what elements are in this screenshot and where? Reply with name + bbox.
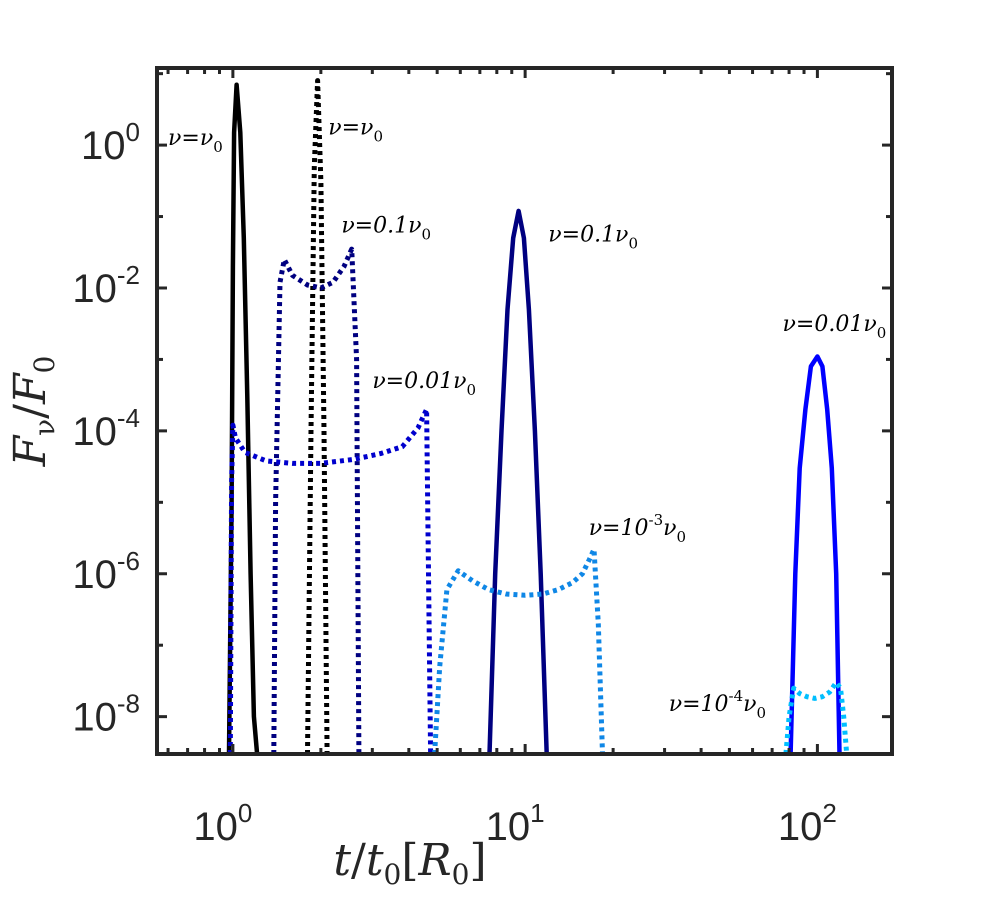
x-tick-label-base: 10 bbox=[778, 805, 823, 849]
x-tick-label-base: 10 bbox=[193, 805, 238, 849]
series-line-5 bbox=[432, 546, 605, 754]
x-tick-label: 100 bbox=[193, 798, 252, 849]
y-tick-label: 10-6 bbox=[72, 546, 140, 597]
annotation-text: ν=ν bbox=[168, 126, 213, 151]
x-axis-label-t: t bbox=[333, 835, 351, 886]
y-tick-label-exp: -6 bbox=[117, 546, 140, 576]
y-tick-label-base: 10 bbox=[72, 553, 117, 597]
annotation-text: ν=0.01ν bbox=[783, 312, 877, 337]
annotation-subscript: 0 bbox=[213, 138, 223, 156]
annotation-subscript: 0 bbox=[877, 324, 887, 342]
annotation-text: ν=0.1ν bbox=[341, 213, 421, 238]
annotation-nu01-solid: ν=0.1ν0 bbox=[548, 222, 638, 252]
annotation-exponent: -3 bbox=[649, 511, 664, 529]
y-tick-label: 10-2 bbox=[72, 260, 140, 311]
y-tick-label-base: 10 bbox=[72, 410, 117, 454]
y-tick-label-exp: 0 bbox=[126, 117, 140, 147]
x-axis-label-r0-sub: 0 bbox=[452, 858, 470, 891]
series-line-4 bbox=[487, 208, 549, 754]
annotation-text: ν=ν bbox=[328, 116, 373, 141]
x-axis-label-open: [ bbox=[401, 835, 418, 886]
y-axis-label-f0: F bbox=[5, 372, 56, 405]
x-tick-label-exp: 2 bbox=[822, 798, 836, 828]
x-tick-label-exp: 0 bbox=[238, 798, 252, 828]
y-tick-label: 10-8 bbox=[72, 689, 140, 740]
x-axis-label-t0-sub: 0 bbox=[384, 858, 402, 891]
annotation-exponent: -4 bbox=[729, 687, 744, 705]
y-axis-label-f-sub: ν bbox=[28, 419, 61, 436]
annotation-text: ν=10 bbox=[589, 516, 649, 541]
annotation-nu0-dotted: ν=ν0 bbox=[328, 116, 383, 146]
x-axis-label: t/t0[R0] bbox=[333, 835, 486, 891]
x-axis-label-r0: R bbox=[418, 835, 452, 886]
annotation-text: ν=0.01ν bbox=[372, 369, 466, 394]
x-tick-label-base: 10 bbox=[486, 805, 531, 849]
y-tick-label: 10-4 bbox=[72, 403, 140, 454]
y-tick-label-base: 10 bbox=[72, 696, 117, 740]
annotation-nu: ν bbox=[663, 516, 676, 541]
series-line-3 bbox=[227, 406, 434, 754]
plot-frame bbox=[155, 66, 894, 756]
annotation-subscript: 0 bbox=[677, 528, 687, 546]
x-axis-label-close: ] bbox=[470, 835, 487, 886]
series-line-7 bbox=[783, 680, 850, 754]
y-tick-label-base: 10 bbox=[81, 124, 126, 168]
y-axis-label-f0-sub: 0 bbox=[28, 356, 61, 374]
series-layer bbox=[226, 78, 850, 754]
annotation-nu: ν bbox=[743, 692, 756, 717]
y-tick-label: 100 bbox=[81, 117, 140, 168]
annotation-subscript: 0 bbox=[466, 381, 476, 399]
y-tick-label-exp: -8 bbox=[117, 689, 140, 719]
x-axis-label-slash: / bbox=[351, 835, 366, 886]
annotation-nu01-dotted: ν=0.1ν0 bbox=[341, 213, 431, 243]
y-tick-label-exp: -4 bbox=[117, 403, 140, 433]
y-tick-label-exp: -2 bbox=[117, 260, 140, 290]
y-tick-label-base: 10 bbox=[72, 267, 117, 311]
series-line-6 bbox=[788, 354, 842, 754]
series-line-0 bbox=[226, 82, 260, 754]
annotation-layer: ν=ν0ν=ν0ν=0.1ν0 ν=0.1ν0ν=0.01ν0ν=0.01ν0ν=… bbox=[168, 116, 886, 722]
series-line-2 bbox=[271, 246, 362, 754]
y-axis-label-slash: / bbox=[5, 404, 56, 419]
annotation-nu001-dotted: ν=0.01ν0 bbox=[372, 369, 476, 399]
annotation-subscript: 0 bbox=[421, 225, 431, 243]
y-axis-label-f: F bbox=[5, 434, 56, 467]
x-tick-label-exp: 1 bbox=[530, 798, 544, 828]
annotation-text: ν=10 bbox=[669, 692, 729, 717]
x-axis-label-t0: t bbox=[366, 835, 384, 886]
y-axis-label: Fν/F0 bbox=[5, 356, 61, 468]
annotation-nu1e3-dotted: ν=10-3ν0 bbox=[589, 511, 686, 546]
annotation-subscript: 0 bbox=[757, 704, 767, 722]
annotation-text: ν=0.1ν bbox=[548, 222, 628, 247]
x-tick-label: 101 bbox=[486, 798, 545, 849]
x-tick-label: 102 bbox=[778, 798, 837, 849]
annotation-nu001-solid: ν=0.01ν0 bbox=[783, 312, 887, 342]
annotation-subscript: 0 bbox=[628, 234, 638, 252]
annotation-subscript: 0 bbox=[373, 128, 383, 146]
annotation-nu0-solid: ν=ν0 bbox=[168, 126, 223, 156]
series-line-1 bbox=[305, 78, 330, 754]
annotation-nu1e4-dotted: ν=10-4ν0 bbox=[669, 687, 766, 722]
